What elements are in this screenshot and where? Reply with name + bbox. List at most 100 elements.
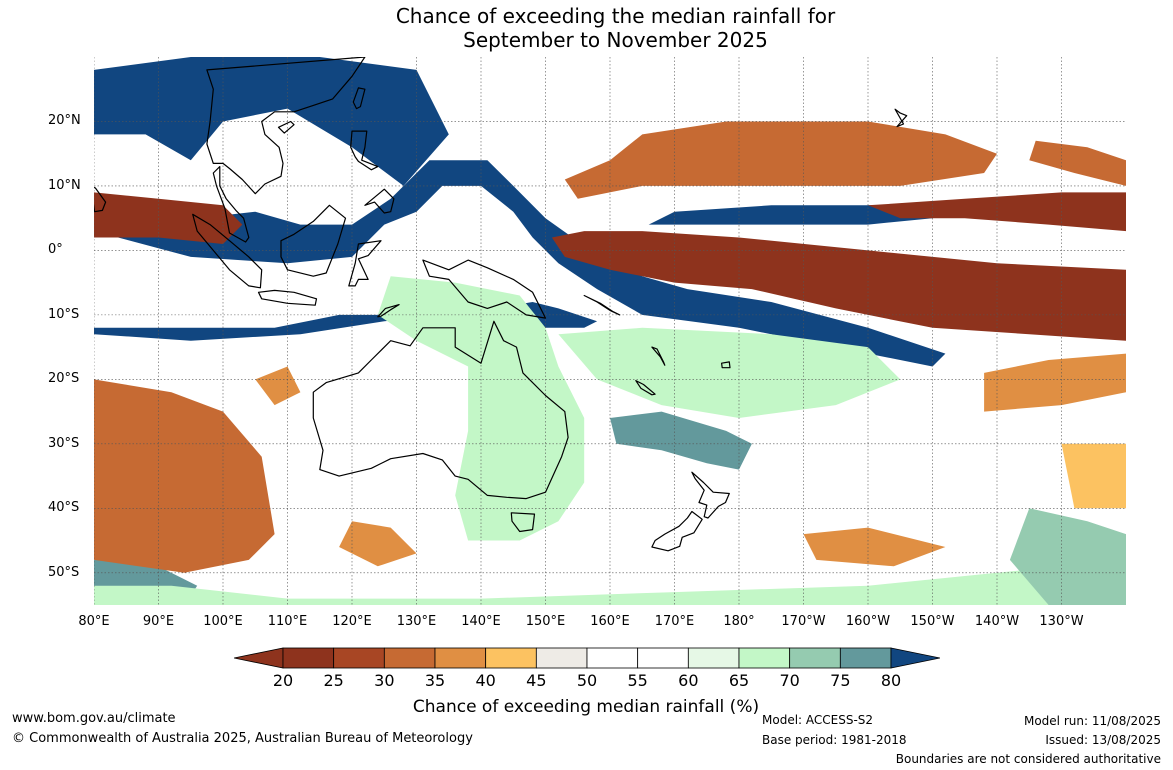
colorbar-swatch — [485, 647, 537, 669]
longitude-tick-label: 170°W — [781, 614, 826, 629]
colorbar-swatch — [839, 647, 892, 669]
coastline — [422, 259, 547, 319]
longitude-tick-label: 110°E — [267, 614, 308, 629]
latitude-tick-label: 50°S — [48, 564, 80, 580]
longitude-tick-label: 150°W — [910, 614, 955, 629]
colorbar-swatch — [637, 647, 689, 669]
footer-url: www.bom.gov.au/climate — [12, 711, 176, 726]
coastline — [583, 294, 621, 316]
coastline — [206, 57, 366, 195]
longitude-tick-label: 140°W — [974, 614, 1020, 629]
colorbar-tick: 20 — [272, 671, 294, 690]
colorbar-swatch — [535, 647, 588, 669]
title-block: Chance of exceeding the median rainfall … — [0, 4, 1173, 52]
colorbar-tick: 60 — [678, 671, 699, 690]
probability-region — [558, 327, 901, 418]
map-canvas — [94, 57, 1126, 605]
coastline — [635, 380, 656, 396]
footer-issued: Issued: 13/08/2025 — [1045, 733, 1161, 747]
coastline — [894, 108, 908, 128]
longitude-tick-label: 100°E — [203, 614, 243, 629]
longitude-tick-label: 130°E — [396, 614, 437, 629]
probability-region — [1009, 508, 1126, 605]
colorbar-swatch — [687, 647, 740, 669]
colorbar-tick: 40 — [475, 671, 496, 690]
coastline — [364, 188, 395, 214]
colorbar-tick: 70 — [779, 671, 800, 690]
coastline — [720, 361, 731, 369]
coastline — [312, 320, 569, 500]
colorbar-swatch — [586, 647, 639, 669]
probability-regions — [94, 57, 1126, 605]
longitude-tick-label: 120°E — [332, 614, 372, 629]
latitude-tick-label: 40°S — [48, 500, 80, 516]
latitude-tick-label: 10°N — [48, 177, 81, 193]
map-title-line-1: Chance of exceeding the median rainfall … — [395, 4, 836, 28]
graticule — [94, 57, 1126, 605]
coastline — [691, 471, 730, 519]
colorbar — [234, 647, 940, 669]
probability-region — [984, 353, 1126, 412]
footer-base-period: Base period: 1981-2018 — [762, 733, 907, 747]
colorbar-swatch — [434, 647, 487, 669]
colorbar-tick: 55 — [627, 671, 648, 690]
coastline — [651, 510, 703, 552]
coastline — [350, 130, 379, 171]
coastline — [257, 289, 318, 306]
coastline — [277, 120, 295, 134]
probability-region — [94, 192, 243, 244]
probability-region — [94, 160, 946, 367]
colorbar-label: Chance of exceeding median rainfall (%) — [412, 697, 760, 717]
coastline — [280, 204, 347, 277]
colorbar-under-arrow — [234, 647, 284, 669]
probability-region — [564, 121, 997, 199]
probability-region — [339, 521, 417, 567]
colorbar-tick: 30 — [374, 671, 395, 690]
colorbar-tick: 75 — [830, 671, 851, 690]
colorbar-tick: 25 — [323, 671, 344, 690]
latitude-tick-label: 30°S — [48, 435, 80, 451]
colorbar-swatch — [383, 647, 436, 669]
rainfall-map — [94, 57, 1126, 605]
longitude-tick-label: 180° — [723, 614, 755, 629]
longitude-tick-label: 170°E — [654, 614, 695, 629]
map-title-line-2: September to November 2025 — [463, 28, 768, 52]
probability-region — [648, 205, 946, 225]
latitude-tick-label: 0° — [48, 242, 63, 258]
coastline — [352, 87, 366, 110]
footer-model-run: Model run: 11/08/2025 — [1023, 714, 1161, 728]
probability-region — [255, 366, 301, 406]
coastline — [651, 346, 666, 366]
longitude-tick-label: 140°E — [461, 614, 501, 629]
colorbar-tick: 65 — [728, 671, 750, 690]
coastline — [212, 165, 250, 243]
colorbar-swatch — [282, 647, 335, 669]
colorbar-swatch — [789, 647, 841, 669]
probability-region — [1061, 443, 1126, 509]
probability-region — [803, 527, 946, 567]
coastline — [192, 213, 263, 289]
colorbar-swatch — [738, 647, 791, 669]
latitude-tick-label: 20°N — [48, 113, 81, 129]
probability-region — [551, 231, 1126, 341]
latitude-tick-label: 20°S — [48, 371, 80, 387]
longitude-tick-label: 80°E — [78, 614, 110, 629]
longitude-tick-label: 150°E — [525, 614, 566, 629]
probability-region — [610, 411, 752, 470]
longitude-tick-label: 130°W — [1039, 614, 1084, 629]
colorbar-over-arrow — [890, 647, 940, 669]
colorbar-tick: 35 — [424, 671, 446, 690]
probability-region — [1029, 140, 1126, 186]
colorbar-tick: 80 — [880, 671, 902, 690]
latitude-tick-label: 10°S — [48, 306, 80, 322]
coastlines — [94, 57, 908, 552]
footer-copyright: © Commonwealth of Australia 2025, Austra… — [12, 731, 473, 746]
footer-disclaimer: Boundaries are not considered authoritat… — [895, 752, 1161, 766]
footer-model: Model: ACCESS-S2 — [762, 713, 874, 727]
longitude-tick-label: 160°E — [590, 614, 630, 629]
longitude-tick-label: 160°W — [845, 614, 891, 629]
coastline — [377, 304, 400, 318]
probability-region — [94, 57, 449, 186]
coastline — [348, 240, 382, 287]
coastline — [510, 512, 536, 533]
